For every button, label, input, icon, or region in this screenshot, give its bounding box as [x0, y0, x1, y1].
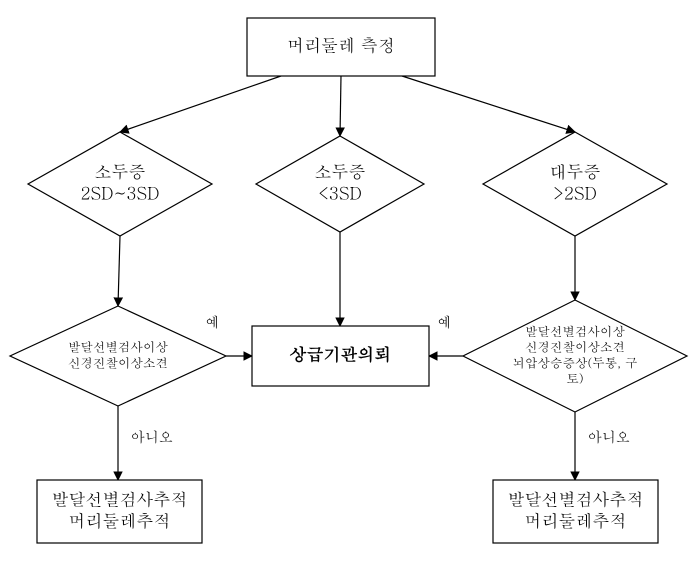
node-text-d5-3: 토) [566, 369, 583, 387]
edge-label-e_d5_b2: 아니오 [588, 426, 630, 446]
node-text-start-0: 머리둘레 측정 [287, 33, 395, 57]
edge-e_start_d3 [402, 76, 575, 132]
node-text-center-0: 상급기관의뢰 [290, 342, 392, 366]
edge-label-e_d4_c: 예 [205, 311, 219, 331]
node-text-d2-1: <3SD [318, 180, 362, 204]
node-text-d3-1: >2SD [553, 180, 597, 204]
edge-label-e_d4_b1: 아니오 [131, 426, 173, 446]
edge-e_start_d1 [120, 76, 281, 132]
edge-e_d1_d4 [118, 236, 120, 306]
node-text-b2-1: 머리둘레추적 [525, 508, 627, 532]
node-text-d4-1: 신경진찰이상소견 [68, 353, 168, 371]
edge-e_start_d2 [340, 76, 341, 136]
edge-label-e_d5_c: 예 [437, 311, 451, 331]
node-text-b1-1: 머리둘레추적 [69, 508, 171, 532]
node-text-d1-1: 2SD~3SD [80, 180, 159, 204]
